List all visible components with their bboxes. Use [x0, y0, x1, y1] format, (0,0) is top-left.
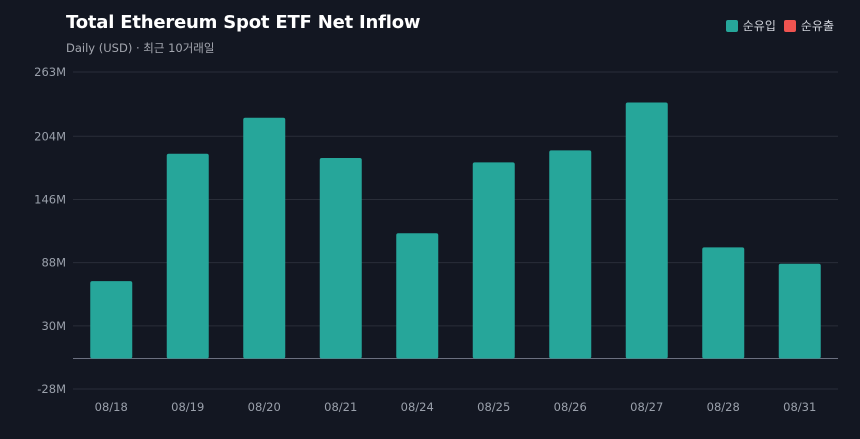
y-tick-label: 88M — [41, 256, 66, 270]
y-tick-label: -28M — [37, 382, 66, 396]
y-tick-label: 263M — [34, 65, 66, 79]
x-tick-label: 08/26 — [554, 400, 587, 414]
bar-08-24[interactable] — [396, 233, 439, 359]
legend-swatch-inflow — [725, 19, 738, 32]
x-tick-label: 08/18 — [95, 400, 128, 414]
legend-label-inflow: 순유입 — [742, 19, 776, 33]
chart-subtitle: Daily (USD) · 최근 10거래일 — [66, 41, 215, 55]
bar-08-20[interactable] — [243, 117, 286, 359]
y-tick-label: 30M — [41, 319, 66, 333]
bar-08-18[interactable] — [90, 281, 133, 359]
bar-08-21[interactable] — [319, 158, 362, 359]
x-tick-label: 08/28 — [707, 400, 740, 414]
legend-item-outflow[interactable]: 순유출 — [783, 17, 834, 34]
bar-08-19[interactable] — [166, 153, 209, 359]
x-tick-label: 08/31 — [783, 400, 816, 414]
y-tick-label: 146M — [34, 192, 66, 206]
legend-item-inflow[interactable]: 순유입 — [725, 17, 776, 34]
x-tick-label: 08/19 — [171, 400, 204, 414]
chart-title: Total Ethereum Spot ETF Net Inflow — [66, 12, 421, 33]
y-tick-label: 204M — [34, 129, 66, 143]
x-tick-label: 08/27 — [630, 400, 663, 414]
x-tick-label: 08/25 — [477, 400, 510, 414]
bar-08-28[interactable] — [702, 247, 745, 359]
legend-label-outflow: 순유출 — [800, 19, 834, 33]
x-tick-label: 08/21 — [324, 400, 357, 414]
chart-legend: 순유입 순유출 — [725, 17, 834, 34]
legend-swatch-outflow — [783, 19, 796, 32]
x-tick-label: 08/24 — [401, 400, 434, 414]
bar-08-27[interactable] — [625, 102, 668, 359]
bar-08-25[interactable] — [472, 162, 515, 359]
x-tick-label: 08/20 — [248, 400, 281, 414]
bar-08-26[interactable] — [549, 150, 592, 359]
bar-08-31[interactable] — [778, 263, 821, 359]
